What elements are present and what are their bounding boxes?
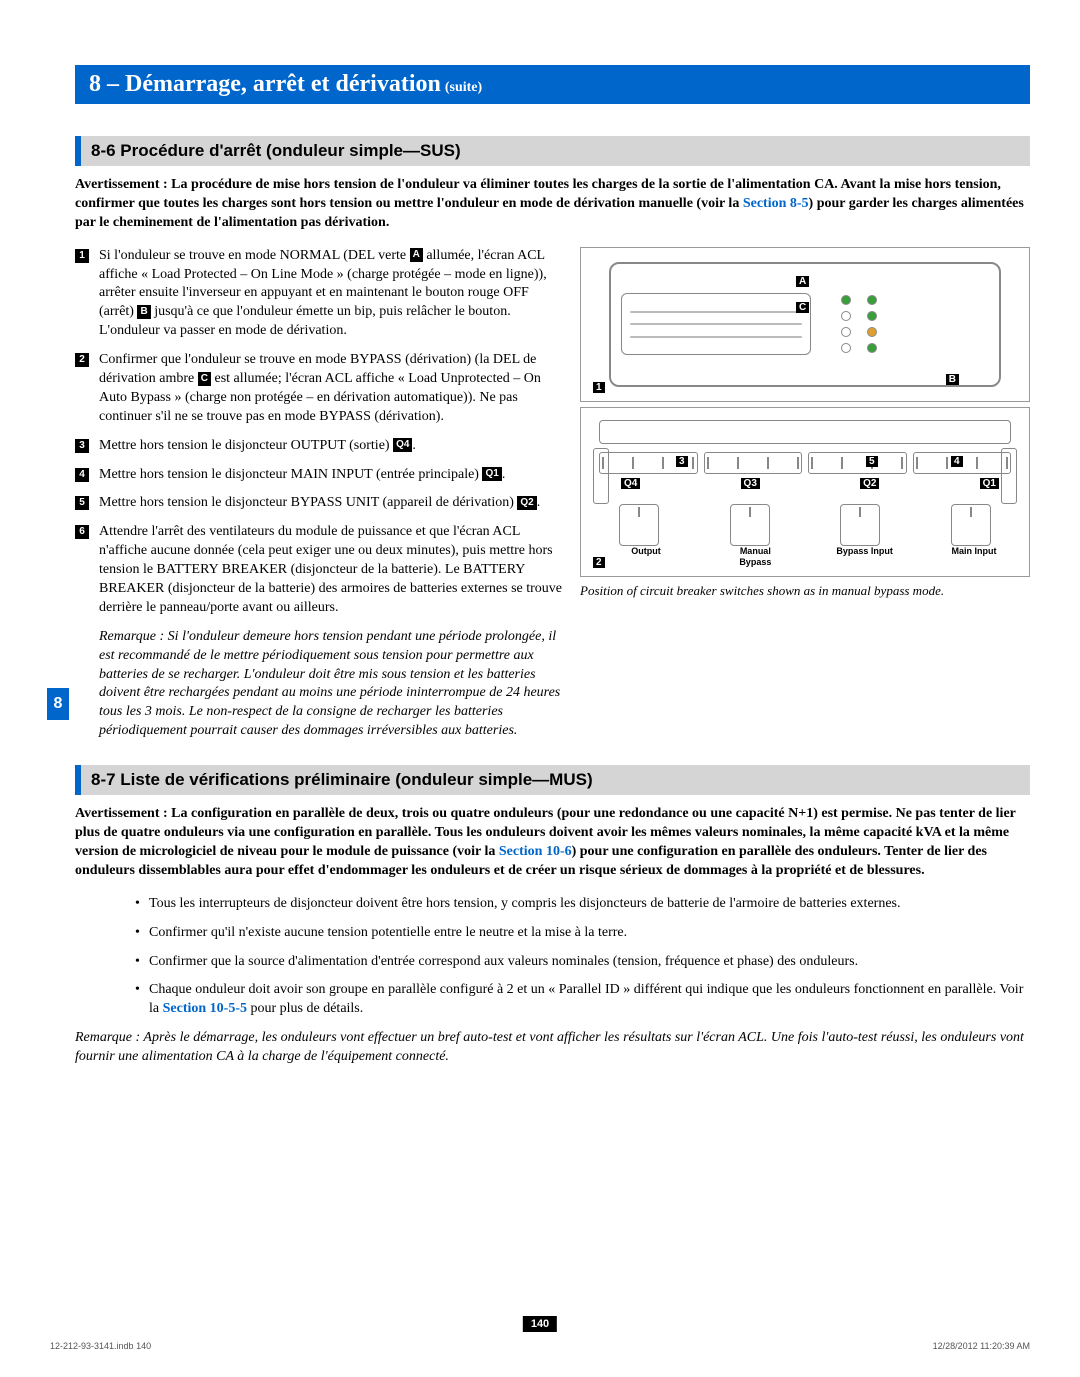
checklist-item: Confirmer que la source d'alimentation d…	[135, 953, 1030, 972]
step-1: 1 Si l'onduleur se trouve en mode NORMAL…	[75, 247, 562, 341]
link-section-10-6[interactable]: Section 10-6	[499, 844, 572, 859]
diagram-column: A C 1 B 3 5 4 Q4 Q3	[580, 247, 1030, 741]
step-num-4: 4	[75, 468, 89, 482]
callout-1: 1	[593, 382, 605, 393]
callout-c: C	[796, 302, 809, 313]
section-8-6-warning: Avertissement : La procédure de mise hor…	[75, 176, 1030, 233]
section-8-7-header: 8-7 Liste de vérifications préliminaire …	[75, 765, 1030, 795]
link-section-8-5[interactable]: Section 8-5	[743, 196, 809, 211]
callout-5: 5	[866, 456, 878, 467]
step-num-5: 5	[75, 496, 89, 510]
step-num-6: 6	[75, 525, 89, 539]
callout-3: 3	[676, 456, 688, 467]
diagram-front-panel: A C 1 B	[580, 247, 1030, 402]
step-4: 4 Mettre hors tension le disjoncteur MAI…	[75, 466, 562, 485]
badge-q4: Q4	[393, 438, 412, 452]
page-number: 140	[523, 1316, 557, 1332]
breaker-labels: Output Manual Bypass Bypass Input Main I…	[616, 546, 1004, 568]
step-6: 6 Attendre l'arrêt des ventilateurs du m…	[75, 523, 562, 617]
chapter-title-suffix: (suite)	[445, 80, 482, 95]
label-q3: Q3	[741, 478, 760, 489]
diagram-breaker-panel: 3 5 4 Q4 Q3 Q2 Q1 2 Output Manual Bypass…	[580, 407, 1030, 577]
lcd-screen	[621, 293, 811, 355]
checklist-item: Chaque onduleur doit avoir son groupe en…	[135, 981, 1030, 1019]
badge-c: C	[198, 372, 211, 386]
steps-column: 1 Si l'onduleur se trouve en mode NORMAL…	[75, 247, 562, 741]
label-q4: Q4	[621, 478, 640, 489]
section-8-7-note: Remarque : Après le démarrage, les ondul…	[75, 1029, 1030, 1067]
step-num-3: 3	[75, 439, 89, 453]
section-8-7-warning: Avertissement : La configuration en para…	[75, 805, 1030, 881]
footer-left: 12-212-93-3141.indb 140	[50, 1341, 151, 1351]
badge-b: B	[137, 305, 150, 319]
step-num-1: 1	[75, 249, 89, 263]
step-note: Remarque : Si l'onduleur demeure hors te…	[99, 628, 562, 741]
badge-a: A	[410, 248, 423, 262]
callout-2: 2	[593, 557, 605, 568]
led-grid	[841, 295, 877, 353]
callout-b: B	[946, 374, 959, 385]
step-5: 5 Mettre hors tension le disjoncteur BYP…	[75, 494, 562, 513]
section-8-6-header: 8-6 Procédure d'arrêt (onduleur simple—S…	[75, 136, 1030, 166]
callout-4: 4	[951, 456, 963, 467]
step-num-2: 2	[75, 353, 89, 367]
badge-q2: Q2	[517, 496, 536, 510]
checklist: Tous les interrupteurs de disjoncteur do…	[135, 895, 1030, 1019]
page-tab: 8	[47, 688, 69, 720]
checklist-item: Confirmer qu'il n'existe aucune tension …	[135, 924, 1030, 943]
callout-a: A	[796, 276, 809, 287]
checklist-item: Tous les interrupteurs de disjoncteur do…	[135, 895, 1030, 914]
chapter-title-bar: 8 – Démarrage, arrêt et dérivation (suit…	[75, 65, 1030, 104]
diagram-caption: Position of circuit breaker switches sho…	[580, 583, 1030, 599]
label-q2: Q2	[860, 478, 879, 489]
chapter-title: 8 – Démarrage, arrêt et dérivation	[89, 71, 441, 97]
label-q1: Q1	[980, 478, 999, 489]
step-2: 2 Confirmer que l'onduleur se trouve en …	[75, 351, 562, 427]
step-3: 3 Mettre hors tension le disjoncteur OUT…	[75, 437, 562, 456]
badge-q1: Q1	[482, 467, 501, 481]
link-section-10-5-5[interactable]: Section 10-5-5	[163, 1001, 247, 1016]
footer-right: 12/28/2012 11:20:39 AM	[933, 1341, 1030, 1351]
